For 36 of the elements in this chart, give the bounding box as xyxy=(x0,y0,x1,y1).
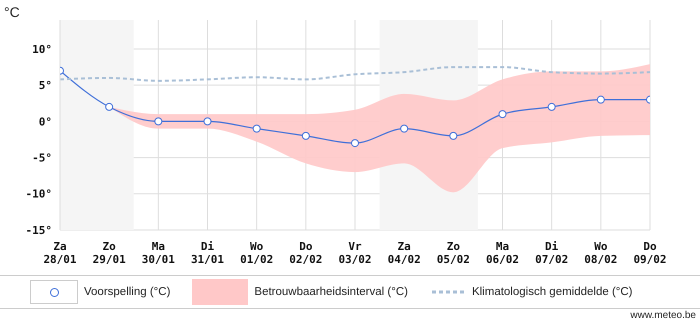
y-tick-label: -15° xyxy=(26,224,52,237)
x-tick-label: Do 09/02 xyxy=(633,240,667,266)
x-tick-label: Zo 29/01 xyxy=(92,240,126,266)
point xyxy=(596,96,605,104)
text: www.meteo.be xyxy=(630,310,696,321)
legend-label: Voorspelling (°C) xyxy=(84,286,170,298)
x-tick-label: Zo 05/02 xyxy=(436,240,470,266)
point xyxy=(154,117,162,126)
legend-label: Betrouwbaarheidsinterval (°C) xyxy=(254,286,408,298)
x-tick-label: Di 31/01 xyxy=(190,240,224,266)
point xyxy=(400,124,408,133)
y-tick-label: -10° xyxy=(26,188,52,201)
x-tick-label: Vr 03/02 xyxy=(338,240,372,266)
point xyxy=(105,102,114,111)
y-tick-label: -5° xyxy=(32,151,52,164)
point xyxy=(498,110,506,118)
y-tick-label: 10° xyxy=(32,42,52,56)
line-series xyxy=(60,66,650,82)
point xyxy=(302,132,310,140)
legend-label: Klimatologisch gemiddelde (°C) xyxy=(472,286,633,298)
point xyxy=(252,124,261,133)
point xyxy=(351,139,359,148)
point xyxy=(548,102,556,111)
point xyxy=(449,132,458,140)
point xyxy=(204,117,212,126)
x-tick-label: Wo 08/02 xyxy=(584,240,618,266)
x-tick-label: Ma 30/01 xyxy=(142,240,176,266)
y-axis-title: °C xyxy=(4,4,20,20)
x-tick-label: Ma 06/02 xyxy=(486,240,520,266)
x-tick-label: Di 07/02 xyxy=(535,240,568,266)
y-tick-label: 5° xyxy=(38,79,52,92)
x-tick-label: Wo 01/02 xyxy=(240,240,274,266)
x-tick-label: Do 02/02 xyxy=(289,240,322,266)
x-tick-label: Za 28/01 xyxy=(43,240,77,266)
y-tick-label: 0° xyxy=(38,115,52,128)
x-tick-label: Za 04/02 xyxy=(388,240,421,266)
